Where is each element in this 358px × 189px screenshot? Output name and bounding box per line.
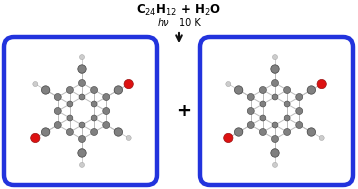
Circle shape xyxy=(114,88,119,94)
Circle shape xyxy=(91,101,97,107)
FancyBboxPatch shape xyxy=(200,37,353,185)
Circle shape xyxy=(114,86,122,94)
Circle shape xyxy=(284,101,290,107)
Circle shape xyxy=(260,101,266,107)
Circle shape xyxy=(42,86,50,94)
Text: hν: hν xyxy=(157,18,169,28)
Circle shape xyxy=(317,79,326,89)
Circle shape xyxy=(272,94,278,100)
Circle shape xyxy=(284,87,291,94)
Text: C$_{24}$H$_{12}$ + H$_{2}$O: C$_{24}$H$_{12}$ + H$_{2}$O xyxy=(136,2,222,18)
Circle shape xyxy=(238,129,243,133)
Circle shape xyxy=(284,115,290,121)
Circle shape xyxy=(103,94,110,101)
Circle shape xyxy=(234,128,243,136)
Circle shape xyxy=(78,80,86,87)
Circle shape xyxy=(54,94,61,101)
Circle shape xyxy=(272,148,277,153)
Circle shape xyxy=(319,136,324,140)
Circle shape xyxy=(103,122,110,129)
Circle shape xyxy=(79,55,84,60)
Circle shape xyxy=(79,122,85,128)
Circle shape xyxy=(54,108,61,115)
FancyBboxPatch shape xyxy=(4,37,157,185)
Circle shape xyxy=(79,148,84,153)
Circle shape xyxy=(45,88,50,94)
Circle shape xyxy=(260,129,266,136)
Circle shape xyxy=(296,108,303,115)
Text: +: + xyxy=(176,102,192,120)
Circle shape xyxy=(247,94,254,101)
Circle shape xyxy=(272,55,277,60)
Circle shape xyxy=(296,122,303,129)
Circle shape xyxy=(79,69,84,74)
Circle shape xyxy=(296,94,303,101)
Circle shape xyxy=(103,108,110,115)
Circle shape xyxy=(33,81,38,87)
Circle shape xyxy=(247,122,254,129)
Circle shape xyxy=(260,115,266,121)
Circle shape xyxy=(79,94,85,100)
Circle shape xyxy=(91,87,98,94)
Circle shape xyxy=(271,136,279,143)
Circle shape xyxy=(271,149,279,157)
Circle shape xyxy=(91,129,98,136)
Text: 10 K: 10 K xyxy=(179,18,201,28)
Circle shape xyxy=(307,128,315,136)
Circle shape xyxy=(67,115,73,121)
Circle shape xyxy=(272,69,277,74)
Circle shape xyxy=(45,129,50,133)
Circle shape xyxy=(307,88,312,94)
Circle shape xyxy=(224,133,233,143)
Circle shape xyxy=(78,149,86,157)
Circle shape xyxy=(114,129,119,133)
Circle shape xyxy=(307,86,315,94)
Circle shape xyxy=(247,108,254,115)
Circle shape xyxy=(271,80,279,87)
Circle shape xyxy=(91,115,97,121)
Circle shape xyxy=(271,65,279,73)
Circle shape xyxy=(66,87,73,94)
Circle shape xyxy=(66,129,73,136)
Circle shape xyxy=(67,101,73,107)
Circle shape xyxy=(126,136,131,140)
Circle shape xyxy=(31,133,40,143)
Circle shape xyxy=(114,128,122,136)
Circle shape xyxy=(78,65,86,73)
Circle shape xyxy=(234,86,243,94)
Circle shape xyxy=(42,128,50,136)
Circle shape xyxy=(307,129,312,133)
Circle shape xyxy=(124,79,133,89)
Circle shape xyxy=(54,122,61,129)
Circle shape xyxy=(226,81,231,87)
Circle shape xyxy=(260,87,266,94)
Circle shape xyxy=(272,122,278,128)
Circle shape xyxy=(284,129,291,136)
Circle shape xyxy=(272,162,277,167)
Circle shape xyxy=(78,136,86,143)
Circle shape xyxy=(79,162,84,167)
Circle shape xyxy=(238,88,243,94)
